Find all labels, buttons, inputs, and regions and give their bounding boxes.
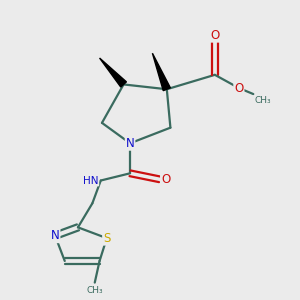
Text: N: N bbox=[126, 137, 134, 150]
Text: CH₃: CH₃ bbox=[254, 96, 271, 105]
Text: O: O bbox=[210, 29, 220, 42]
Text: S: S bbox=[103, 232, 110, 245]
Text: CH₃: CH₃ bbox=[86, 286, 103, 295]
Polygon shape bbox=[100, 58, 126, 87]
Text: O: O bbox=[234, 82, 244, 94]
Text: O: O bbox=[161, 173, 170, 186]
Text: N: N bbox=[51, 229, 59, 242]
Polygon shape bbox=[152, 53, 170, 91]
Text: HN: HN bbox=[83, 176, 98, 185]
